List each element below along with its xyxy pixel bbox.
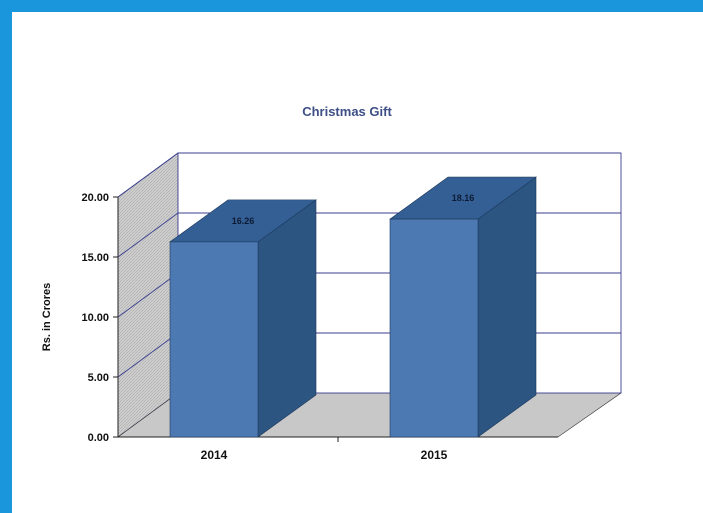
x-axis-categories: 2014 2015 [201, 448, 448, 462]
y-tick-label: 0.00 [88, 432, 109, 444]
bar-data-label: 18.16 [452, 193, 475, 203]
bar-2014: 16.26 [169, 199, 317, 438]
grid-line-wall [117, 152, 179, 198]
bar-chart: Christmas Gift 0.00 5.00 10.00 15.00 20.00 1… [41, 104, 622, 462]
chart-title: Christmas Gift [302, 104, 392, 119]
bar-data-label: 16.26 [232, 216, 255, 226]
y-tick-label: 10.00 [81, 312, 109, 324]
bar-2015: 18.16 [389, 176, 537, 438]
bar-front [169, 241, 259, 438]
chart-frame: Christmas Gift 0.00 5.00 10.00 15.00 20.00 1… [12, 12, 703, 513]
bar-side [477, 176, 537, 438]
grid-line-wall [117, 212, 179, 258]
y-axis-ticks: 0.00 5.00 10.00 15.00 20.00 [81, 192, 118, 444]
x-category-label: 2015 [421, 448, 448, 462]
bar-front [389, 218, 479, 438]
y-axis-label: Rs. in Crores [41, 283, 53, 351]
grid-line-wall [117, 272, 179, 318]
y-tick-label: 20.00 [81, 192, 109, 204]
y-tick-label: 15.00 [81, 252, 109, 264]
x-category-label: 2014 [201, 448, 228, 462]
bars: 16.26 18.16 [169, 176, 537, 438]
y-tick-label: 5.00 [88, 372, 109, 384]
grid-line-wall [117, 332, 179, 378]
